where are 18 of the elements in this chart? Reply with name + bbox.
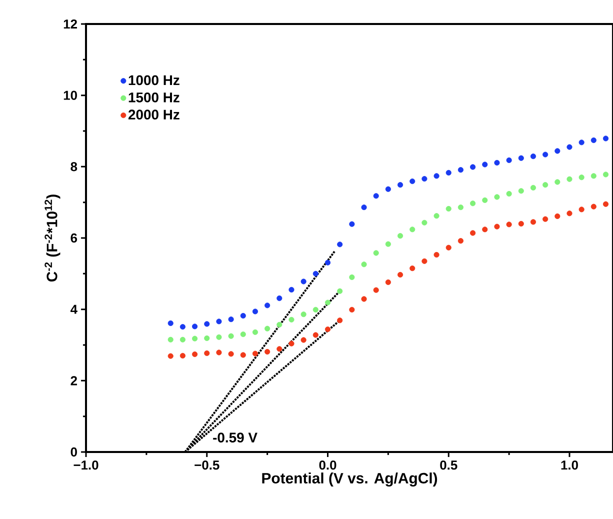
x-tick-label: 1.0 <box>561 460 578 470</box>
x-tick-label: −0.5 <box>194 460 220 470</box>
legend-label: 1000 Hz <box>128 75 180 86</box>
legend-label: 1500 Hz <box>128 92 180 102</box>
y-tick-label: 10 <box>64 90 77 100</box>
legend-label: 2000 Hz <box>128 110 180 120</box>
y-tick-label: 2 <box>70 376 77 386</box>
y-axis-title: C$^{-2}$ (F$^{-2}$*10$^{12}$) <box>44 194 60 282</box>
x-tick-label: −1.0 <box>74 460 98 470</box>
x-tick-label: 0.0 <box>319 460 336 470</box>
x-tick-label: 0.5 <box>440 460 458 470</box>
annotation: -0.59 V <box>213 432 258 443</box>
y-tick-label: 6 <box>70 233 78 243</box>
y-tick-label: 0 <box>70 447 77 457</box>
y-tick-label: 8 <box>70 162 78 172</box>
y-tick-label: 4 <box>70 304 78 314</box>
y-tick-label: 12 <box>64 19 77 29</box>
x-axis-title: Potential (V vs. Ag/AgCl) <box>262 472 438 487</box>
